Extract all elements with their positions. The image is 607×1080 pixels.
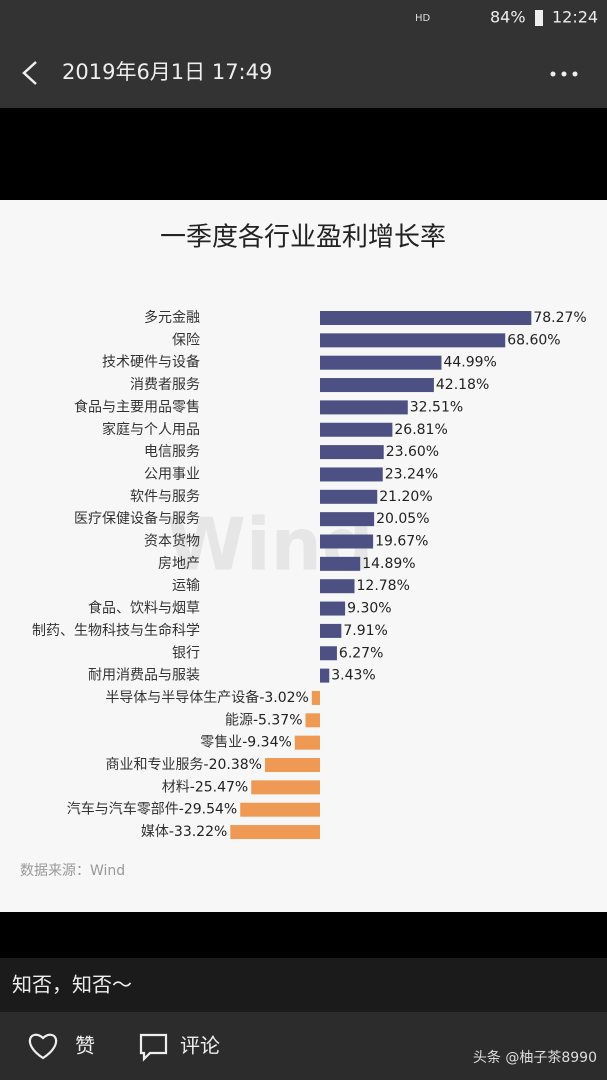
category-label: 食品、饮料与烟草 [88,600,200,617]
value-label: 78.27% [533,310,586,326]
category-label: 制药、生物科技与生命科学 [32,622,200,639]
bar [320,445,384,460]
category-label: 零售业 [200,735,242,751]
network-label: HD [415,13,431,24]
category-label: 材料 [162,779,190,795]
bar [320,601,346,616]
category-label: 多元金融 [144,309,200,326]
bar [311,690,320,705]
category-label: 能源 [225,712,253,728]
category-label: 公用事业 [144,466,200,482]
value-label: 42.18% [436,377,489,393]
comment-button[interactable]: 评论 [180,1034,220,1058]
category-label: 资本货物 [144,533,200,550]
value-label: 26.81% [394,422,447,438]
category-label: 商业和专业服务 [106,757,204,773]
value-label: -20.38% [204,757,262,773]
value-label: 44.99% [443,355,496,371]
bar [230,825,320,840]
value-label: 23.24% [385,466,438,482]
bar [320,378,434,393]
header-title: 2019年6月1日 17:49 [62,60,272,84]
value-label: 3.43% [331,668,375,684]
value-label: 9.30% [347,601,391,617]
comment-icon[interactable] [139,1033,168,1062]
value-label: 21.20% [379,489,432,505]
value-label: 23.60% [386,444,439,460]
category-label: 食品与主要用品零售 [74,398,200,415]
value-label: 20.05% [376,511,429,527]
category-label: 运输 [172,578,200,594]
value-label: 14.89% [362,556,415,572]
bar [320,355,442,370]
like-button[interactable]: 赞 [75,1034,95,1058]
source: 数据来源：Wind [20,863,125,879]
battery-icon [535,10,543,26]
category-label: 技术硬件与设备 [102,354,200,371]
value-label: 7.91% [343,623,387,639]
caption-bar [0,958,607,1012]
bottom-bar [0,1012,607,1080]
value-label: -25.47% [190,779,248,795]
bar [305,713,320,728]
category-label: 房地产 [158,556,200,572]
category-label: 保险 [172,332,200,348]
caption: 知否，知否～ [12,973,132,997]
value-label: 32.51% [410,399,463,415]
value-label: 6.27% [339,645,383,661]
category-label: 半导体与半导体生产设备 [105,689,259,706]
clock: 12:24 [552,8,598,27]
category-label: 电信服务 [144,444,200,460]
bar [320,422,393,437]
back-button[interactable] [22,61,37,85]
value-label: -9.34% [242,735,292,751]
bar [251,780,320,795]
bar [320,646,337,661]
category-label: 医疗保健设备与服务 [74,510,200,527]
bar [320,623,342,638]
value-label: -33.22% [169,824,227,840]
category-label: 家庭与个人用品 [102,421,200,438]
chart-title: 一季度各行业盈利增长率 [160,223,446,253]
category-label: 汽车与汽车零部件 [67,801,179,818]
bar [320,489,378,504]
category-label: 软件与服务 [130,489,200,505]
category-label: 银行 [172,645,200,661]
bar [264,758,320,772]
top-bar [0,0,607,108]
value-label: 68.60% [507,332,560,348]
bar [320,534,374,549]
value-label: 12.78% [357,578,410,594]
bar [320,400,408,415]
bar [320,311,532,325]
bar [320,668,330,683]
bar [240,802,320,817]
value-label: 19.67% [375,534,428,550]
battery-label: 84% [490,8,526,27]
category-label: 耐用消费品与服装 [88,668,200,684]
value-label: -5.37% [253,712,303,728]
like-icon[interactable] [28,1033,58,1060]
more-button[interactable] [550,71,578,77]
brand: 头条 @柚子茶8990 [473,1049,597,1066]
bar [320,512,375,527]
bar [320,467,383,482]
bar [320,556,361,571]
bar [294,735,320,750]
category-label: 消费者服务 [130,377,200,393]
bar [320,333,506,348]
value-label: -29.54% [179,802,237,818]
bar [320,579,355,594]
category-label: 媒体 [141,824,169,840]
value-label: -3.02% [259,690,309,706]
